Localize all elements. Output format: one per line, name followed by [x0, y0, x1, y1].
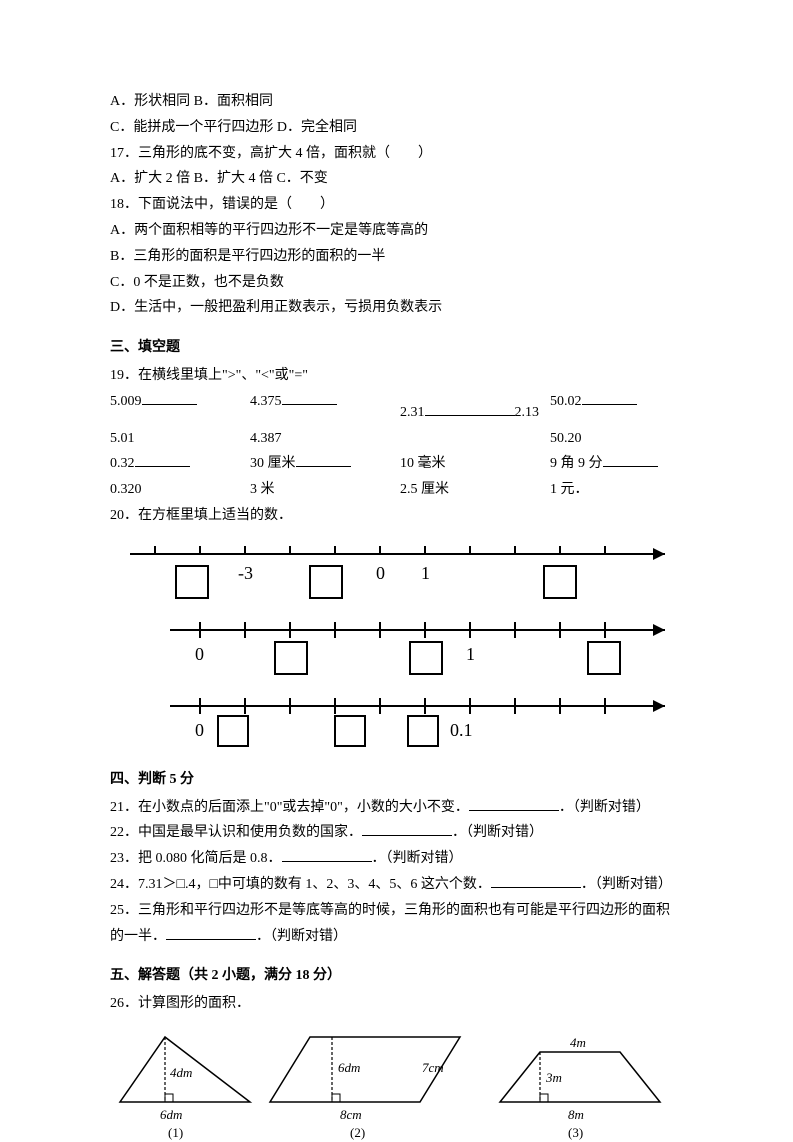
nl1-box3[interactable] [544, 566, 576, 598]
nl1-neg3: -3 [238, 563, 253, 583]
q18-d: D．生活中，一般把盈利用正数表示，亏损用负数表示 [110, 296, 683, 320]
q19-r1c2b: 4.387 [250, 431, 282, 446]
section-5-title: 五、解答题（共 2 小题，满分 18 分） [110, 964, 683, 988]
blank[interactable] [582, 391, 637, 405]
nl3-zero: 0 [195, 720, 204, 740]
figure-2: 6dm 7cm 8cm (2) [270, 1037, 460, 1140]
fig1-caption: (1) [168, 1125, 183, 1140]
fig2-height: 6dm [338, 1060, 360, 1075]
q19-r1c1b: 5.01 [110, 431, 135, 446]
fig3-top: 4m [570, 1035, 586, 1050]
nl3-box2[interactable] [335, 716, 365, 746]
number-line-2: 0 1 [110, 610, 680, 680]
nl1-zero: 0 [376, 563, 385, 583]
fig3-height: 3m [545, 1070, 562, 1085]
nl1-one: 1 [421, 563, 430, 583]
q19-row2b: 0.320 3 米 2.5 厘米 1 元． [110, 478, 683, 502]
q19-row2a: 0.32 30 厘米 10 毫米 9 角 9 分 [110, 452, 683, 476]
q19-r2c2b: 3 米 [250, 482, 275, 497]
blank[interactable] [469, 797, 559, 811]
blank[interactable] [282, 848, 372, 862]
q16-opt-cd: C．能拼成一个平行四边形 D．完全相同 [110, 116, 683, 140]
blank[interactable] [603, 453, 658, 467]
q25a: 25．三角形和平行四边形不是等底等高的时候，三角形的面积也有可能是平行四边形的面… [110, 899, 683, 923]
q20-stem: 20．在方框里填上适当的数． [110, 504, 683, 528]
q19-r1c4b: 50.20 [550, 431, 582, 446]
fig1-height: 4dm [170, 1065, 192, 1080]
section-3-title: 三、填空题 [110, 336, 683, 360]
blank[interactable] [166, 926, 256, 940]
nl2-zero: 0 [195, 644, 204, 664]
blank[interactable] [142, 391, 197, 405]
nl3-box3[interactable] [408, 716, 438, 746]
fig2-caption: (2) [350, 1125, 365, 1140]
q17-stem: 17．三角形的底不变，高扩大 4 倍，面积就（ ） [110, 142, 683, 166]
q19-r1c1a: 5.009 [110, 394, 142, 409]
q19-r2c1a: 0.32 [110, 456, 135, 471]
blank[interactable] [296, 453, 351, 467]
q19-r2c4a: 9 角 9 分 [550, 456, 603, 471]
q19-r1c4a: 50.02 [550, 394, 582, 409]
q19-r1c3c: 2.13 [515, 405, 540, 420]
nl1-box2[interactable] [310, 566, 342, 598]
number-line-3: 0 0.1 [110, 686, 680, 752]
nl2-box1[interactable] [275, 642, 307, 674]
q19-r2c4b: 1 元． [550, 482, 589, 497]
q19-r1c2a: 4.375 [250, 394, 282, 409]
q19-r2c1b: 0.320 [110, 482, 142, 497]
figure-1: 4dm 6dm (1) [120, 1037, 250, 1140]
q19-r1c3a: 2.31 [400, 405, 425, 420]
nl3-box1[interactable] [218, 716, 248, 746]
q26-stem: 26．计算图形的面积． [110, 992, 683, 1016]
q19-stem: 19．在横线里填上">"、"<"或"=" [110, 364, 683, 388]
q18-b: B．三角形的面积是平行四边形的面积的一半 [110, 245, 683, 269]
fig3-base: 8m [568, 1107, 584, 1122]
fig2-side: 7cm [422, 1060, 444, 1075]
blank[interactable] [135, 453, 190, 467]
q17-opts: A．扩大 2 倍 B．扩大 4 倍 C．不变 [110, 167, 683, 191]
q22: 22．中国是最早认识和使用负数的国家．．（判断对错） [110, 821, 683, 845]
q19-r2c2a: 30 厘米 [250, 456, 296, 471]
nl3-01: 0.1 [450, 720, 473, 740]
blank[interactable] [491, 874, 581, 888]
fig3-caption: (3) [568, 1125, 583, 1140]
blank[interactable] [425, 402, 515, 416]
q24: 24．7.31＞□.4，□中可填的数有 1、2、3、4、5、6 这六个数．．（判… [110, 873, 683, 897]
q18-c: C．0 不是正数，也不是负数 [110, 271, 683, 295]
fig2-base: 8cm [340, 1107, 362, 1122]
number-line-1: -3 0 1 [110, 534, 680, 604]
q18-a: A．两个面积相等的平行四边形不一定是等底等高的 [110, 219, 683, 243]
q19-row1a: 5.009 4.375 2.31 2.13 50.02 [110, 390, 683, 425]
q16-opt-ab: A．形状相同 B．面积相同 [110, 90, 683, 114]
q21: 21．在小数点的后面添上"0"或去掉"0"，小数的大小不变．．（判断对错） [110, 796, 683, 820]
fig1-base: 6dm [160, 1107, 182, 1122]
blank[interactable] [282, 391, 337, 405]
q19-row1b: 5.01 4.387 50.20 [110, 427, 683, 451]
q23: 23．把 0.080 化简后是 0.8．．（判断对错） [110, 847, 683, 871]
q26-figures: 4dm 6dm (1) 6dm 7cm 8cm (2) 4m 3m 8m (3) [110, 1022, 680, 1142]
q18-stem: 18．下面说法中，错误的是（ ） [110, 193, 683, 217]
figure-3: 4m 3m 8m (3) [500, 1035, 660, 1140]
section-4-title: 四、判断 5 分 [110, 768, 683, 792]
blank[interactable] [362, 822, 452, 836]
q25b: 的一半．．（判断对错） [110, 925, 683, 949]
nl2-box3[interactable] [588, 642, 620, 674]
q19-r2c3b: 2.5 厘米 [400, 482, 449, 497]
nl2-one: 1 [466, 644, 475, 664]
q19-r2c3a: 10 毫米 [400, 456, 446, 471]
nl1-box1[interactable] [176, 566, 208, 598]
nl2-box2[interactable] [410, 642, 442, 674]
